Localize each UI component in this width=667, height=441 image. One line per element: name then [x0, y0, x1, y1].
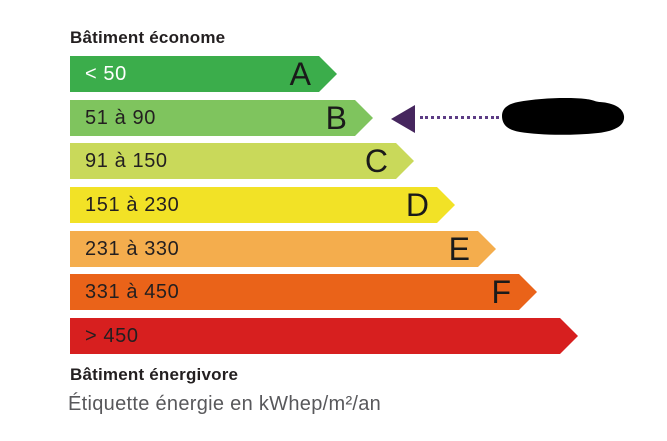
redacted-value-blob [502, 98, 625, 135]
energy-class-bar-d: 151 à 230 D [70, 187, 455, 223]
dotted-connector-line [420, 116, 499, 119]
energy-class-letter-c: C [364, 143, 388, 179]
energy-range-label-d: 151 à 230 [85, 194, 180, 216]
selected-class-arrow-icon [391, 105, 415, 133]
energy-class-bar-f: 331 à 450 F [70, 274, 537, 310]
energy-range-label-a: < 50 [85, 63, 127, 85]
energy-class-letter-a: A [289, 56, 311, 92]
energy-range-label-c: 91 à 150 [85, 150, 168, 172]
redacted-value-blob-shape [502, 98, 625, 135]
energy-class-bar-e: 231 à 330 E [70, 231, 496, 267]
energy-intensive-building-label: Bâtiment énergivore [70, 365, 239, 384]
energy-label-caption: Étiquette énergie en kWhep/m²/an [68, 393, 382, 415]
energy-class-bar-g: > 450 [70, 318, 578, 354]
energy-class-bar-c: 91 à 150 C [70, 143, 414, 179]
energy-range-label-f: 331 à 450 [85, 281, 180, 303]
energy-class-bar-b: 51 à 90 B [70, 100, 373, 136]
energy-class-letter-e: E [448, 231, 470, 267]
energy-range-label-g: > 450 [85, 325, 139, 347]
energy-range-label-b: 51 à 90 [85, 107, 156, 129]
economical-building-label: Bâtiment économe [70, 28, 226, 47]
energy-class-bar-a: < 50 A [70, 56, 337, 92]
energy-range-label-e: 231 à 330 [85, 238, 180, 260]
energy-class-letter-b: B [325, 100, 347, 136]
energy-class-letter-d: D [405, 187, 429, 223]
energy-class-letter-f: F [491, 274, 511, 310]
